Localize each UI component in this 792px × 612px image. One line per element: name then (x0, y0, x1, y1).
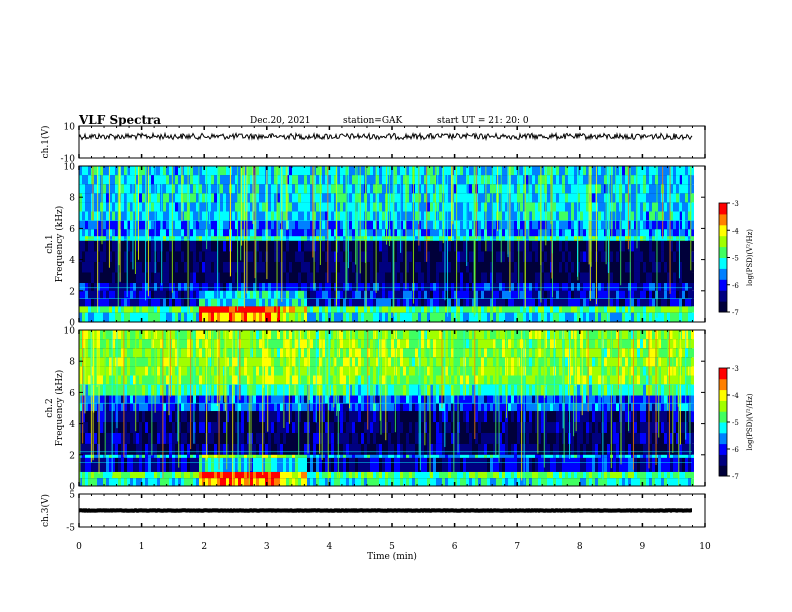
y-tick-label: 10 (64, 327, 76, 337)
y-tick-label: 0 (69, 319, 75, 329)
y-tick-label: 4 (69, 420, 75, 430)
y-axis-label: Frequency (kHz) (54, 206, 65, 283)
x-tick-label: 5 (389, 542, 395, 552)
colorbar-tick-label: -4 (732, 392, 739, 400)
y-tick-label: -10 (61, 155, 76, 165)
y-tick-label: 10 (64, 163, 76, 173)
ch1-waveform-panel: 10 -10 ch.1(V) (40, 123, 706, 165)
colorbar-tick-label: -6 (732, 282, 739, 290)
x-tick-label: 6 (452, 542, 458, 552)
colorbar-tick-label: -6 (732, 446, 739, 454)
time-axis: 0 1 2 3 4 5 6 7 8 9 10 Time (min) (76, 542, 711, 562)
y-axis-label: ch.1 (45, 234, 55, 253)
y-tick-label: 4 (69, 256, 75, 266)
x-tick-label: 8 (577, 542, 583, 552)
colorbar-tick-label: -3 (732, 365, 739, 373)
x-tick-label: 1 (139, 542, 145, 552)
colorbar-tick-label: -7 (732, 309, 739, 317)
ch1-spectrogram-panel: 0 2 4 6 8 10 ch.1 Frequency (kHz) (45, 163, 706, 329)
ch3-waveform-panel: 5 -5 ch.3(V) (40, 491, 706, 534)
colorbar-tick-label: -3 (732, 200, 739, 208)
colorbars: -3 -4 -5 -6 -7 log(PSD)(V²/Hz) -3 -4 -5 -6 -7 log(P… (718, 200, 754, 481)
colorbar-tick-label: -4 (732, 227, 739, 235)
y-axis-label: ch.1(V) (40, 126, 51, 159)
colorbar-ch1-spectrogram: -3 -4 -5 -6 -7 log(PSD)(V²/Hz) (718, 200, 754, 317)
x-tick-label: 4 (327, 542, 333, 552)
colorbar-tick-label: -5 (732, 419, 739, 427)
y-axis-label: ch.2 (45, 398, 55, 417)
date-label: Dec.20, 2021 (250, 116, 311, 126)
x-tick-label: 3 (264, 542, 270, 552)
colorbar-label: log(PSD)(V²/Hz) (746, 229, 754, 286)
ch1-trace (78, 131, 693, 142)
x-tick-label: 0 (76, 542, 82, 552)
y-tick-label: 5 (69, 491, 75, 501)
colorbar-label: log(PSD)(V²/Hz) (746, 393, 754, 450)
x-tick-label: 7 (514, 542, 520, 552)
y-tick-label: 6 (69, 225, 75, 235)
colorbar-ch2-spectrogram: -3 -4 -5 -6 -7 log(PSD)(V²/Hz) (718, 365, 754, 481)
x-tick-label: 10 (699, 542, 711, 552)
y-tick-label: 6 (69, 389, 75, 399)
ch2-spectrogram-panel: 0 2 4 6 8 10 ch.2 Frequency (kHz) (45, 327, 706, 493)
y-tick-label: 8 (69, 358, 75, 368)
colorbar-tick-label: -5 (732, 255, 739, 263)
x-axis-title: Time (min) (367, 551, 417, 562)
colorbar-tick-label: -7 (732, 473, 739, 481)
start-time-label: start UT = 21: 20: 0 (437, 116, 529, 126)
y-axis-label: Frequency (kHz) (54, 370, 65, 447)
x-tick-label: 9 (640, 542, 646, 552)
x-tick-label: 2 (201, 542, 207, 552)
y-tick-label: 2 (69, 451, 75, 461)
y-tick-label: 10 (64, 123, 76, 133)
y-tick-label: 8 (69, 194, 75, 204)
y-tick-label: 0 (69, 483, 75, 493)
y-tick-label: 2 (69, 287, 75, 297)
y-tick-label: -5 (66, 524, 75, 534)
figure-title: VLF Spectra (79, 113, 162, 127)
station-label: station=GAK (343, 116, 403, 126)
y-axis-label: ch.3(V) (40, 494, 51, 527)
